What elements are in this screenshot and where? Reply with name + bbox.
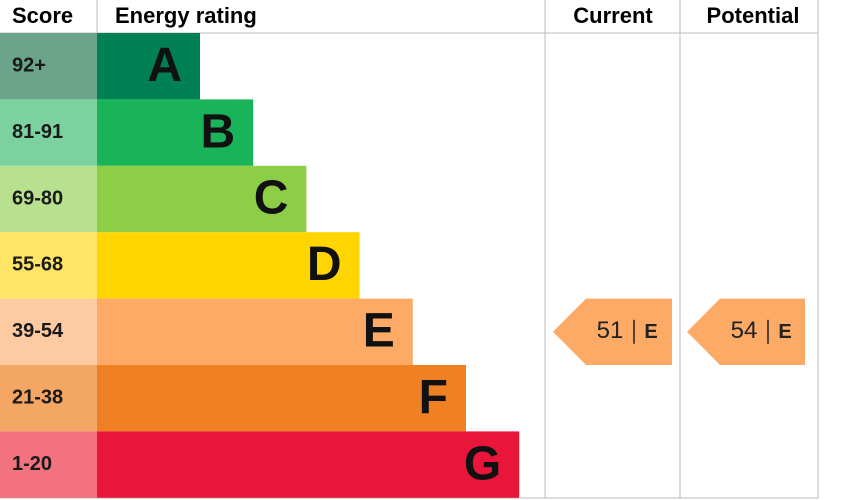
rating-arrow <box>687 298 805 365</box>
rating-letter: C <box>254 172 289 225</box>
rating-bar <box>97 365 466 432</box>
score-range: 92+ <box>12 54 46 76</box>
score-cell <box>0 431 97 498</box>
score-cell <box>0 99 97 166</box>
score-range: 21-38 <box>12 386 63 408</box>
score-range: 1-20 <box>12 453 52 475</box>
rating-letter: B <box>201 105 236 158</box>
score-value: 51 <box>597 317 624 344</box>
score-cell <box>0 298 97 365</box>
score-range: 69-80 <box>12 187 63 209</box>
header-current: Current <box>573 3 653 28</box>
rating-bar <box>97 232 360 299</box>
rating-value: E <box>644 321 657 343</box>
score-value: 54 <box>731 317 758 344</box>
rating-letter: F <box>419 371 448 424</box>
rating-letter: G <box>464 437 501 490</box>
header-score: Score <box>12 3 73 28</box>
score-cell <box>0 232 97 299</box>
rating-letter: D <box>307 238 342 291</box>
rating-value: E <box>778 321 791 343</box>
rating-bar <box>97 431 520 498</box>
score-range: 81-91 <box>12 121 63 143</box>
rating-bar <box>97 99 254 166</box>
header-potential: Potential <box>707 3 800 28</box>
rating-bar <box>97 298 413 365</box>
rating-bar <box>97 33 200 100</box>
rating-bar <box>97 165 307 233</box>
score-cell <box>0 165 97 233</box>
score-range: 39-54 <box>12 320 64 342</box>
rating-letter: A <box>147 39 182 92</box>
score-range: 55-68 <box>12 254 63 276</box>
header-energy-rating: Energy rating <box>115 3 257 28</box>
score-cell <box>0 365 97 432</box>
score-cell <box>0 33 97 100</box>
rating-letter: E <box>363 304 395 357</box>
rating-arrow <box>553 298 672 365</box>
